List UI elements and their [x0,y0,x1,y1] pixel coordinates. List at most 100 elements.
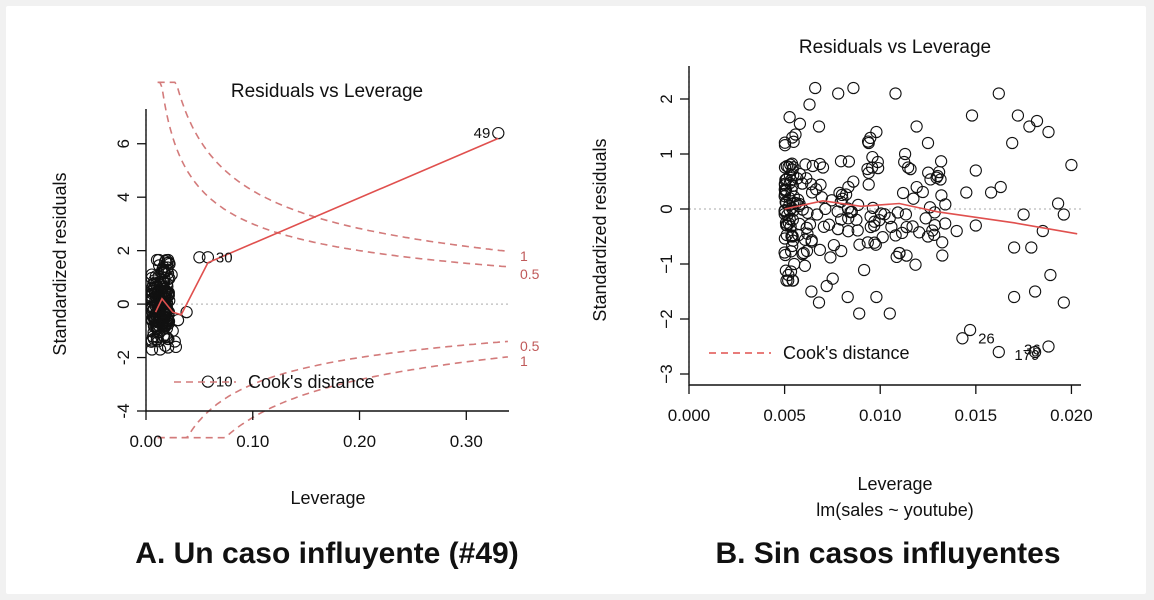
data-point [1007,241,1021,254]
right-chart: Residuals vs Leverage Leverage lm(sales … [590,37,1093,520]
data-point [871,161,885,175]
data-point [921,136,935,150]
point-annotation: 179 [1014,347,1039,364]
smooth-line [784,199,1078,235]
left-cook-lower-05-label: 0.5 [520,338,540,354]
data-point [812,296,826,309]
data-point [994,180,1007,194]
data-point [899,208,913,221]
data-point [891,206,904,219]
data-point [1023,120,1036,133]
data-point [866,150,879,164]
data-point [789,128,802,141]
data-point [810,208,824,221]
x-tick-label: 0.015 [955,406,998,425]
y-tick-label: -2 [114,350,133,365]
left-cook-lower-1-label: 1 [520,353,528,369]
data-point [826,272,839,285]
data-point [1028,285,1042,298]
data-point [1030,114,1044,128]
data-point [805,234,818,247]
data-point [896,186,910,200]
data-point [779,248,792,262]
left-chart: Residuals vs Leverage Leverage Standardi… [50,81,540,508]
axis-frame [145,109,509,412]
data-point [847,175,860,188]
y-tick-label: 2 [657,94,676,103]
data-point [786,239,799,253]
data-point [796,247,809,261]
right-chart-subtitle: lm(sales ~ youtube) [816,500,974,520]
y-tick-label: −2 [657,309,676,328]
data-point [156,305,169,319]
y-tick-label: 6 [114,139,133,148]
data-point [784,174,798,187]
data-point [817,220,831,233]
x-tick-label: 0.010 [859,406,902,425]
data-point [783,199,796,212]
data-point [1028,345,1042,359]
data-point [825,194,838,207]
data-point [780,173,793,186]
left-cook-upper-05-label: 0.5 [520,266,540,282]
data-point [787,135,800,148]
point-annotation: 26 [978,330,995,347]
cooks-distance-curve [157,81,508,268]
data-point [162,256,176,269]
data-point [793,117,807,130]
data-point [805,178,818,191]
x-tick-label: 0.005 [763,406,806,425]
figure-canvas: Residuals vs Leverage Leverage Standardi… [50,37,1093,570]
data-point [816,161,830,174]
data-point [870,125,883,139]
data-point [492,126,505,140]
data-point [969,219,982,232]
data-point [916,185,929,199]
right-chart-title: Residuals vs Leverage [799,37,991,58]
data-point [799,158,812,171]
data-point [148,276,161,289]
data-point [786,179,799,192]
left-chart-title: Residuals vs Leverage [231,81,423,102]
data-point [1007,290,1021,304]
data-point [1057,208,1070,221]
data-point [934,155,948,168]
data-point [1042,125,1055,139]
data-point [866,201,880,215]
data-point [834,155,848,168]
data-point [895,226,909,240]
data-point [157,329,170,342]
y-tick-label: 1 [657,149,676,158]
data-point [853,307,866,320]
right-legend-label: Cook's distance [783,343,910,363]
x-tick-label: 0.00 [129,432,162,451]
point-annotation: 30 [216,249,233,266]
data-point [869,238,882,251]
data-point [1017,208,1030,221]
data-point [158,320,171,333]
data-point [819,202,832,216]
data-point [778,136,792,149]
data-point [873,214,886,227]
data-point [861,236,874,249]
data-point [801,227,814,240]
data-point [1065,158,1078,172]
data-point [864,131,877,145]
data-point [910,120,923,133]
data-point [155,312,168,325]
data-point [822,218,836,231]
data-point [950,224,963,238]
data-point [956,332,969,345]
data-point [160,302,173,315]
data-point [800,221,813,235]
data-point [779,264,793,277]
data-point [155,265,168,279]
data-point [812,120,826,133]
data-point [889,87,902,100]
x-tick-label: 0.30 [450,432,483,451]
figure-card: Residuals vs Leverage Leverage Standardi… [6,6,1146,594]
data-point [851,224,864,237]
y-tick-label: 0 [657,204,676,213]
data-point [939,217,952,230]
data-point [786,213,799,226]
